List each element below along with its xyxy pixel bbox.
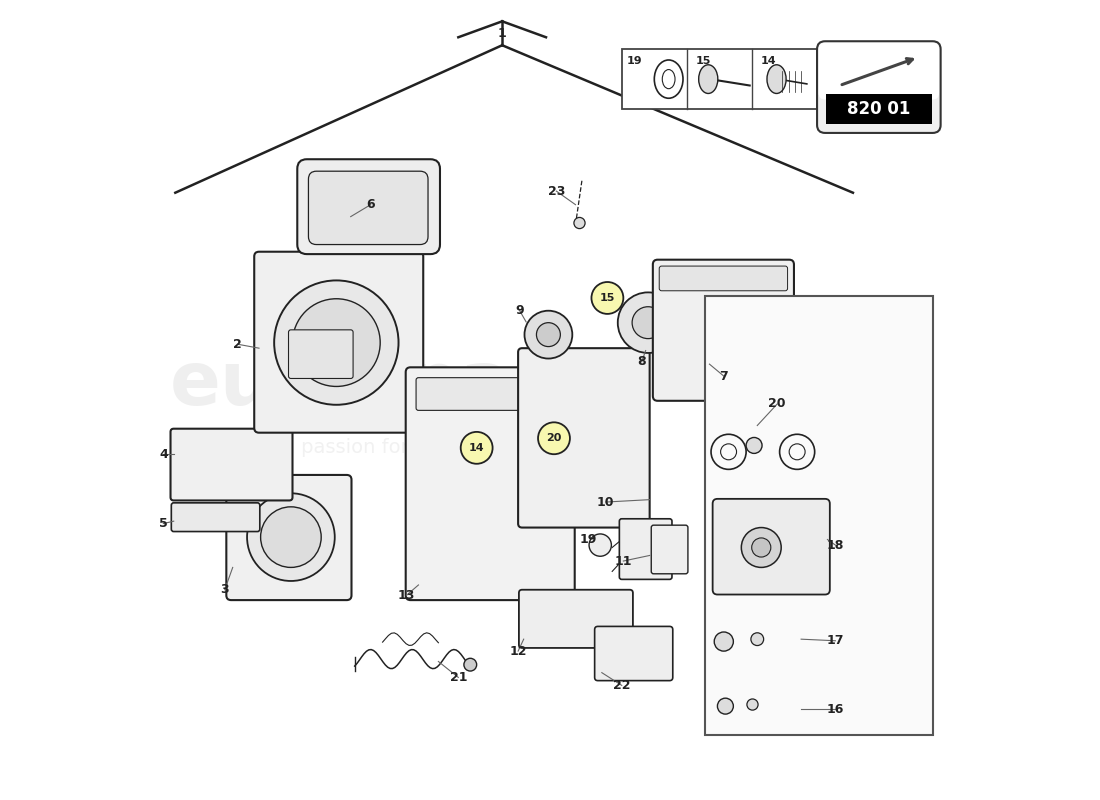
Text: 8: 8 [637, 355, 646, 368]
Text: 18: 18 [827, 538, 844, 551]
Circle shape [461, 432, 493, 464]
FancyBboxPatch shape [308, 171, 428, 245]
Bar [705, 296, 933, 735]
FancyBboxPatch shape [595, 626, 673, 681]
FancyBboxPatch shape [713, 499, 829, 594]
Circle shape [751, 538, 771, 557]
Circle shape [464, 658, 476, 671]
Text: 11: 11 [615, 554, 632, 567]
Circle shape [717, 698, 734, 714]
Circle shape [293, 298, 381, 386]
FancyBboxPatch shape [518, 348, 650, 527]
FancyBboxPatch shape [652, 260, 794, 401]
FancyBboxPatch shape [817, 42, 940, 133]
Text: 19: 19 [580, 533, 597, 546]
Ellipse shape [767, 65, 786, 94]
Circle shape [592, 282, 624, 314]
Text: 12: 12 [509, 645, 527, 658]
FancyBboxPatch shape [172, 503, 260, 531]
FancyBboxPatch shape [170, 429, 293, 501]
Circle shape [747, 699, 758, 710]
FancyBboxPatch shape [818, 43, 939, 99]
Bar [826, 94, 932, 124]
Bar [827, 50, 931, 92]
Text: a passion for parts since 1985: a passion for parts since 1985 [283, 438, 578, 458]
FancyBboxPatch shape [406, 367, 574, 600]
FancyBboxPatch shape [297, 159, 440, 254]
Circle shape [261, 507, 321, 567]
Circle shape [590, 534, 612, 556]
Circle shape [632, 306, 664, 338]
Text: 20: 20 [769, 398, 786, 410]
Text: 3: 3 [220, 583, 229, 596]
Ellipse shape [698, 65, 718, 94]
FancyBboxPatch shape [288, 330, 353, 378]
Circle shape [714, 632, 734, 651]
FancyBboxPatch shape [227, 475, 352, 600]
Text: 16: 16 [827, 703, 844, 716]
Text: 19: 19 [627, 55, 642, 66]
FancyBboxPatch shape [416, 378, 564, 410]
Text: 5: 5 [160, 517, 167, 530]
Circle shape [525, 310, 572, 358]
Text: 10: 10 [597, 495, 615, 509]
Text: 20: 20 [547, 434, 562, 443]
Circle shape [741, 527, 781, 567]
Text: 1: 1 [498, 26, 506, 40]
Text: 7: 7 [719, 370, 728, 382]
Circle shape [618, 292, 679, 353]
FancyBboxPatch shape [651, 525, 688, 574]
Text: 9: 9 [516, 304, 524, 318]
FancyBboxPatch shape [519, 590, 632, 648]
Text: 6: 6 [366, 198, 375, 211]
Text: 14: 14 [760, 55, 777, 66]
Text: 15: 15 [600, 293, 615, 303]
Circle shape [746, 438, 762, 454]
FancyBboxPatch shape [254, 252, 424, 433]
Text: 820 01: 820 01 [847, 100, 911, 118]
Circle shape [574, 218, 585, 229]
Text: 4: 4 [160, 448, 167, 461]
FancyBboxPatch shape [619, 518, 672, 579]
Text: eurospares: eurospares [169, 347, 643, 421]
FancyBboxPatch shape [659, 266, 788, 290]
Text: 23: 23 [548, 185, 565, 198]
Circle shape [751, 633, 763, 646]
Text: 21: 21 [450, 671, 468, 684]
Text: 15: 15 [695, 55, 711, 66]
Bar [621, 50, 817, 109]
Circle shape [537, 322, 560, 346]
Text: 13: 13 [398, 589, 415, 602]
Text: 17: 17 [827, 634, 844, 647]
Text: 14: 14 [469, 443, 484, 453]
Text: 22: 22 [613, 679, 630, 692]
Text: 2: 2 [233, 338, 242, 350]
Circle shape [274, 281, 398, 405]
Circle shape [538, 422, 570, 454]
Circle shape [248, 494, 334, 581]
